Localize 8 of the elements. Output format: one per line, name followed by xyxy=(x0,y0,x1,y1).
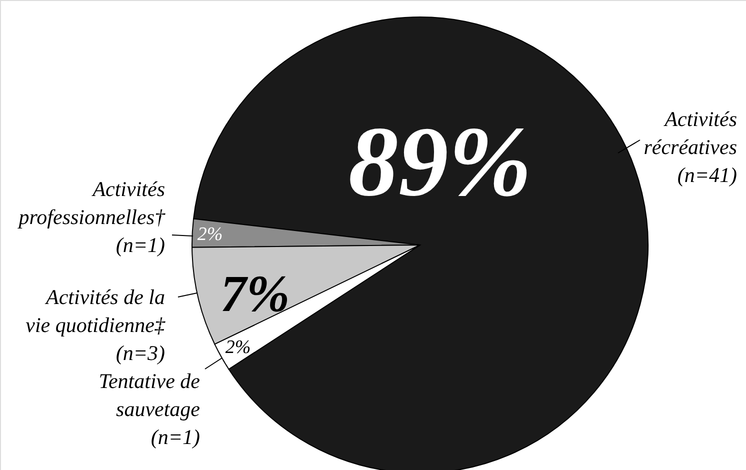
slice-label: Activités récréatives (n=41) xyxy=(644,107,737,187)
data-label: 2% xyxy=(197,224,223,245)
data-label: 2% xyxy=(225,337,251,358)
slice-label: Activités de la vie quotidienne‡ (n=3) xyxy=(26,285,166,365)
slice-label: Activités professionnelles† (n=1) xyxy=(16,177,166,257)
data-label: 7% xyxy=(220,266,290,323)
data-label: 89% xyxy=(348,106,532,217)
slice-label: Tentative de sauvetage (n=1) xyxy=(98,369,200,449)
